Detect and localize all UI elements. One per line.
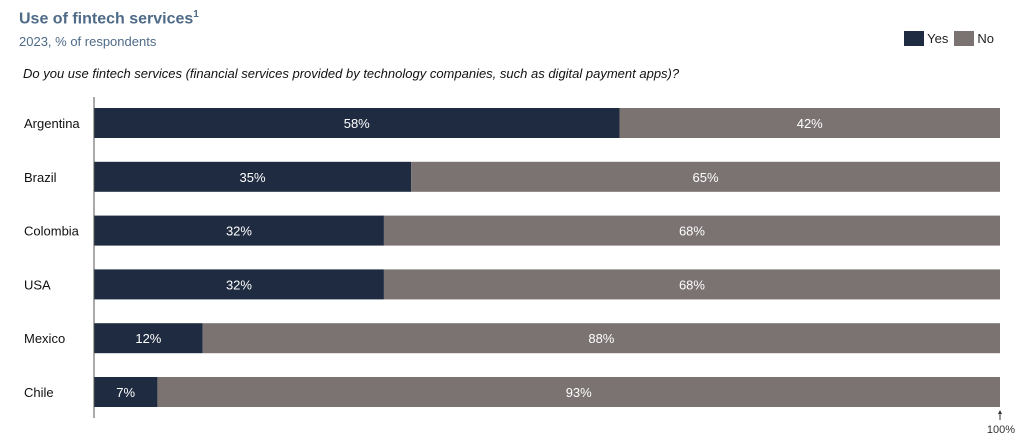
data-label: 88%	[588, 331, 614, 346]
data-label: 68%	[679, 277, 705, 292]
survey-question: Do you use fintech services (financial s…	[23, 66, 680, 81]
data-label: 42%	[797, 116, 823, 131]
category-label: Argentina	[24, 116, 80, 131]
bar-yes	[94, 161, 412, 192]
category-label: Brazil	[24, 170, 57, 185]
bar-yes	[94, 215, 384, 246]
legend-swatch-yes	[904, 31, 925, 46]
data-label: 93%	[566, 385, 592, 400]
arrow-head-icon	[998, 410, 1002, 414]
bar-no	[411, 161, 1001, 192]
data-label: 68%	[679, 224, 705, 239]
chart-title: Use of fintech services1	[19, 9, 199, 28]
category-label: Colombia	[24, 224, 80, 239]
bar-yes	[94, 377, 158, 407]
category-label: Mexico	[24, 331, 65, 346]
data-label: 12%	[135, 331, 161, 346]
category-label: USA	[24, 277, 51, 292]
legend: Yes No	[904, 31, 994, 46]
legend-swatch-no	[954, 31, 975, 46]
bar-no	[383, 215, 1000, 246]
bar-yes	[94, 323, 203, 354]
data-label: 7%	[116, 385, 135, 400]
legend-label-no: No	[977, 31, 994, 46]
chart-subtitle: 2023, % of respondents	[19, 34, 157, 49]
bar-no	[202, 323, 1001, 354]
data-label: 35%	[240, 170, 266, 185]
category-label: Chile	[24, 385, 54, 400]
bar-no	[383, 269, 1000, 300]
data-label: 65%	[693, 170, 719, 185]
data-label: 32%	[226, 277, 252, 292]
bar-no	[619, 108, 1000, 138]
end-marker-label: 100%	[987, 424, 1015, 436]
bar-no	[157, 377, 1001, 407]
legend-label-yes: Yes	[927, 31, 949, 46]
bar-yes	[94, 269, 384, 300]
data-label: 58%	[344, 116, 370, 131]
bar-yes	[94, 108, 620, 138]
data-label: 32%	[226, 224, 252, 239]
